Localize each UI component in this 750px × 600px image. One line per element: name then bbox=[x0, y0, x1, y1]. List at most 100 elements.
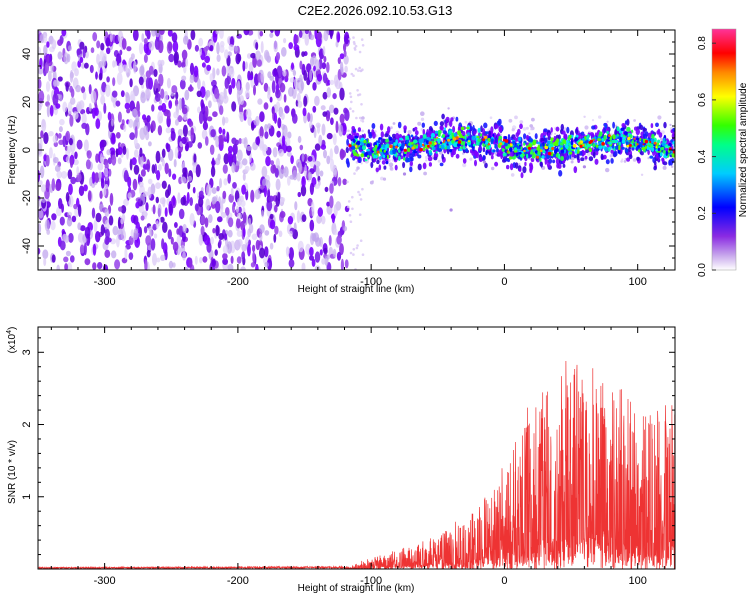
band-cell bbox=[639, 124, 644, 130]
band-halo bbox=[380, 176, 384, 181]
noise-cell bbox=[300, 185, 307, 197]
band-core-cell bbox=[671, 153, 675, 158]
noise-cell bbox=[95, 153, 99, 163]
noise-cell bbox=[231, 162, 236, 174]
noise-cell bbox=[67, 45, 72, 51]
noise-cell bbox=[252, 244, 256, 253]
band-cell bbox=[381, 160, 386, 165]
noise-cell bbox=[68, 183, 73, 196]
band-hot-cell bbox=[452, 137, 457, 141]
noise-cell bbox=[219, 135, 224, 146]
band-cell bbox=[368, 132, 373, 139]
band-hot-cell bbox=[428, 141, 432, 145]
band-core-cell bbox=[620, 127, 625, 131]
noise-cell bbox=[260, 71, 265, 83]
noise-cell bbox=[95, 231, 101, 243]
noise-cell bbox=[82, 47, 86, 59]
band-cell bbox=[519, 123, 523, 130]
band-cell bbox=[605, 159, 610, 165]
noise-cell bbox=[161, 159, 165, 167]
noise-cell bbox=[215, 135, 220, 148]
noise-cell bbox=[231, 77, 236, 89]
noise-cell bbox=[115, 100, 121, 107]
noise-cell bbox=[187, 86, 194, 92]
noise-speck bbox=[355, 116, 358, 120]
band-core-cell bbox=[603, 134, 607, 140]
band-halo bbox=[518, 162, 521, 166]
band-cell bbox=[358, 156, 362, 164]
noise-cell bbox=[288, 42, 294, 50]
noise-cell bbox=[319, 249, 323, 256]
noise-cell bbox=[173, 51, 179, 64]
band-core-cell bbox=[526, 153, 529, 159]
band-core-cell bbox=[605, 140, 608, 146]
noise-cell bbox=[168, 100, 173, 109]
band-halo bbox=[469, 157, 473, 161]
band-hot-cell bbox=[499, 142, 503, 146]
y-tick-label: 1 bbox=[21, 494, 33, 500]
band-hot-cell bbox=[442, 141, 445, 144]
band-cell bbox=[585, 149, 589, 153]
noise-cell bbox=[222, 252, 228, 260]
noise-speck bbox=[350, 100, 353, 104]
noise-cell bbox=[150, 238, 156, 251]
band-hot-cell bbox=[592, 138, 595, 141]
noise-cell bbox=[329, 148, 333, 161]
band-halo bbox=[528, 132, 531, 135]
band-cell bbox=[433, 152, 438, 158]
noise-cell bbox=[227, 229, 233, 238]
noise-cell bbox=[171, 85, 178, 94]
band-halo bbox=[522, 127, 527, 131]
noise-cell bbox=[78, 204, 82, 217]
noise-speck bbox=[360, 38, 364, 41]
noise-cell bbox=[343, 31, 350, 45]
band-core-cell bbox=[440, 144, 445, 150]
noise-cell bbox=[126, 72, 130, 78]
band-cell bbox=[421, 122, 425, 128]
noise-cell bbox=[242, 172, 246, 181]
band-cell bbox=[482, 147, 486, 153]
noise-cell bbox=[219, 30, 224, 39]
spectrogram-marks bbox=[38, 30, 675, 270]
band-cell bbox=[655, 122, 659, 128]
band-cell bbox=[494, 137, 498, 144]
noise-cell bbox=[204, 217, 209, 228]
band-core-cell bbox=[428, 152, 433, 156]
noise-cell bbox=[255, 263, 259, 270]
noise-cell bbox=[289, 77, 295, 83]
noise-cell bbox=[118, 62, 124, 74]
noise-cell bbox=[219, 178, 222, 189]
noise-cell bbox=[162, 221, 168, 233]
noise-cell bbox=[134, 126, 138, 139]
noise-cell bbox=[290, 62, 295, 70]
noise-cell bbox=[222, 190, 227, 200]
noise-cell bbox=[127, 176, 132, 188]
noise-cell bbox=[281, 135, 286, 146]
noise-cell bbox=[326, 113, 330, 122]
noise-cell bbox=[247, 243, 251, 257]
band-cell bbox=[425, 149, 430, 154]
noise-cell bbox=[112, 77, 116, 87]
band-core-cell bbox=[625, 141, 629, 146]
noise-speck bbox=[359, 198, 363, 201]
noise-cell bbox=[188, 120, 194, 128]
noise-cell bbox=[94, 107, 99, 116]
noise-cell bbox=[300, 81, 305, 91]
band-cell bbox=[626, 157, 631, 162]
noise-cell bbox=[177, 60, 182, 68]
band-halo bbox=[420, 127, 424, 131]
noise-cell bbox=[222, 258, 229, 265]
band-cell bbox=[657, 128, 661, 134]
band-core-cell bbox=[354, 135, 359, 139]
noise-cell bbox=[104, 249, 111, 258]
noise-cell bbox=[90, 47, 95, 54]
band-hot-cell bbox=[644, 139, 649, 144]
noise-cell bbox=[216, 54, 221, 62]
band-cell bbox=[509, 163, 514, 171]
noise-cell bbox=[57, 51, 63, 60]
band-core-cell bbox=[624, 131, 628, 136]
noise-cell bbox=[62, 101, 68, 113]
band-hot-cell bbox=[655, 146, 658, 149]
noise-cell bbox=[210, 166, 216, 178]
noise-cell bbox=[197, 106, 201, 114]
